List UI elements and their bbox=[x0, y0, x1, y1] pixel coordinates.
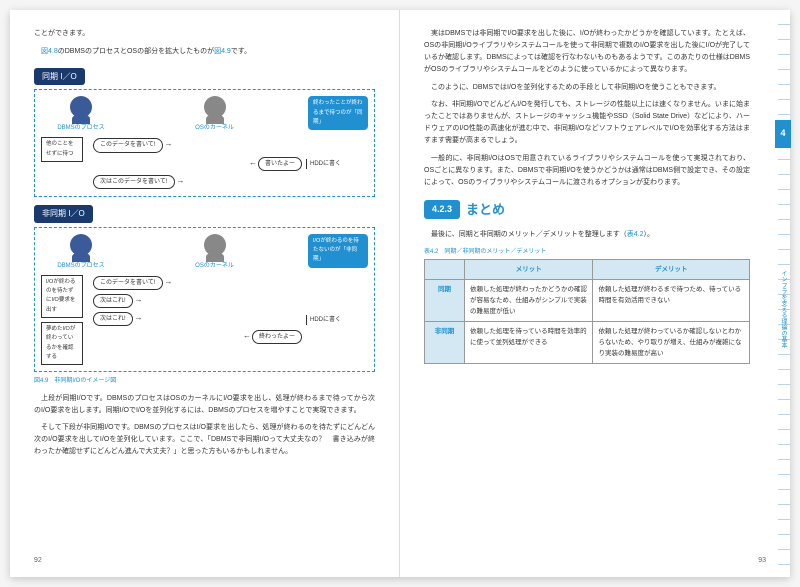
speech-bubble: このデータを書いて! bbox=[93, 138, 163, 152]
section-heading: 4.2.3 まとめ bbox=[424, 199, 750, 221]
diagram-sync: DBMSのプロセス OSのカーネル 終わったことが終わるまで待つのが「同期」 他… bbox=[34, 89, 375, 197]
table-header-merit: メリット bbox=[465, 259, 593, 279]
os-label: OSのカーネル bbox=[175, 123, 255, 133]
diagram-async: DBMSのプロセス OSのカーネル I/Oが終わるのを待たないのが「非同期」 I… bbox=[34, 227, 375, 373]
table-cell: 依頼した処理が終わっているか確認しないとわからないため、やり取りが増え、仕組みが… bbox=[593, 322, 750, 364]
paragraph: ことができます。 bbox=[34, 28, 375, 40]
dbms-person-icon bbox=[70, 234, 92, 256]
dbms-person-icon bbox=[70, 96, 92, 118]
hdd-label: HDDに書く bbox=[306, 159, 341, 169]
page-right: 4 インフラを支える理論の基本 実はDBMSでは非同期でI/O要求を出した後に、… bbox=[400, 10, 790, 577]
page-number: 93 bbox=[758, 555, 766, 567]
speech-bubble: 書いたよー bbox=[258, 157, 302, 171]
table-row-label: 非同期 bbox=[425, 322, 465, 364]
speech-bubble: 次はこれ! bbox=[93, 312, 133, 326]
speech-bubble: 次はこのデータを書いて! bbox=[93, 175, 175, 189]
sync-note: 終わったことが終わるまで待つのが「同期」 bbox=[308, 96, 368, 130]
table-header-demerit: デメリット bbox=[593, 259, 750, 279]
side-note: 他のことをせずに待つ bbox=[41, 137, 83, 162]
paragraph: 最後に、同期と非同期のメリット／デメリットを整理します（表4.2）。 bbox=[424, 229, 750, 241]
diagram-title-sync: 同期 I／O bbox=[34, 68, 85, 86]
chapter-tab: 4 bbox=[775, 120, 791, 148]
paragraph: 図4.8のDBMSのプロセスとOSの部分を拡大したものが図4.9です。 bbox=[34, 46, 375, 58]
side-chapter-title: インフラを支える理論の基本 bbox=[778, 270, 788, 348]
page-left: ことができます。 図4.8のDBMSのプロセスとOSの部分を拡大したものが図4.… bbox=[10, 10, 400, 577]
paragraph: 上段が同期I/Oです。DBMSのプロセスはOSのカーネルにI/O要求を出し、処理… bbox=[34, 393, 375, 417]
speech-bubble: 次はこれ! bbox=[93, 294, 133, 308]
paragraph: そして下段が非同期I/Oです。DBMSのプロセスはI/O要求を出したら、処理が終… bbox=[34, 422, 375, 458]
table-cell: 依頼した処理が終わるまで待つため、待っている時間を有効活用できない bbox=[593, 279, 750, 321]
table-cell: 依頼した処理が終わったかどうかの確認が容易なため、仕組みがシンプルで実装の難易度… bbox=[465, 279, 593, 321]
figure-caption: 図4.9 非同期I/Oのイメージ図 bbox=[34, 376, 375, 386]
table-row-label: 同期 bbox=[425, 279, 465, 321]
table-corner bbox=[425, 259, 465, 279]
hdd-label: HDDに書く bbox=[306, 315, 341, 325]
dbms-label: DBMSのプロセス bbox=[41, 123, 121, 133]
page-spread: ことができます。 図4.8のDBMSのプロセスとOSの部分を拡大したものが図4.… bbox=[10, 10, 790, 577]
os-label: OSのカーネル bbox=[175, 261, 255, 271]
paragraph: このように、DBMSではI/Oを並列化するための手段として非同期I/Oを使うこと… bbox=[424, 82, 750, 94]
os-person-icon bbox=[204, 234, 226, 256]
async-note: I/Oが終わるのを待たないのが「非同期」 bbox=[308, 234, 368, 268]
side-note: 夢めたI/Oが終わっているかを確認する bbox=[41, 322, 83, 365]
paragraph: なお、非同期I/OでどんどんI/Oを発行しても、ストレージの性能以上には速くなり… bbox=[424, 99, 750, 147]
page-number: 92 bbox=[34, 555, 42, 567]
table-caption: 表4.2 同期／非同期のメリット／デメリット bbox=[424, 247, 750, 257]
dbms-label: DBMSのプロセス bbox=[41, 261, 121, 271]
merit-demerit-table: メリット デメリット 同期 依頼した処理が終わったかどうかの確認が容易なため、仕… bbox=[424, 259, 750, 364]
section-title: まとめ bbox=[466, 199, 505, 221]
speech-bubble: 終わったよー bbox=[252, 330, 302, 344]
os-person-icon bbox=[204, 96, 226, 118]
paragraph: 実はDBMSでは非同期でI/O要求を出した後に、I/Oが終わったかどうかを確認し… bbox=[424, 28, 750, 76]
side-note: I/Oが終わるのを待たずにI/O要求を出す bbox=[41, 275, 83, 318]
speech-bubble: このデータを書いて! bbox=[93, 276, 163, 290]
table-cell: 依頼した処理を待っている時間を効率的に使って並列処理ができる bbox=[465, 322, 593, 364]
diagram-title-async: 非同期 I／O bbox=[34, 205, 93, 223]
section-number: 4.2.3 bbox=[424, 200, 460, 219]
paragraph: 一般的に、非同期I/OはOSで用意されているライブラリやシステムコールを使って実… bbox=[424, 153, 750, 189]
